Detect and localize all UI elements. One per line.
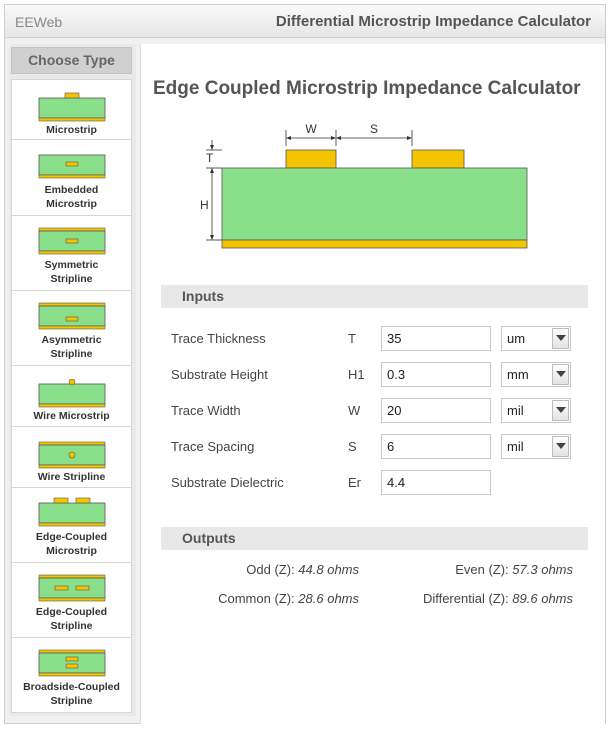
type-item-label: Wire Microstrip <box>33 410 110 422</box>
edge-coupled-stripline-icon <box>38 574 106 602</box>
calculator-panel: Edge Coupled Microstrip Impedance Calcul… <box>140 44 605 724</box>
chevron-down-icon[interactable] <box>552 436 569 457</box>
page-title: Edge Coupled Microstrip Impedance Calcul… <box>153 78 581 99</box>
asymmetric-stripline-icon <box>38 302 106 330</box>
chevron-down-icon[interactable] <box>552 328 569 349</box>
choose-type-header: Choose Type <box>11 47 132 74</box>
common-impedance-value: 28.6 ohms <box>298 591 359 606</box>
h-dimension-label: H <box>200 198 209 212</box>
type-list: Microstrip Embedded Microstrip Symmetric S… <box>11 79 132 713</box>
differential-impedance-output: Differential (Z): 89.6 ohms <box>422 591 573 606</box>
type-item-asymmetric-stripline[interactable]: Asymmetric Stripline <box>11 291 132 366</box>
microstrip-icon <box>38 92 106 122</box>
even-impedance-value: 57.3 ohms <box>512 562 573 577</box>
type-item-label: Broadside-Coupled Stripline <box>23 681 120 707</box>
trace-width-input[interactable] <box>381 398 491 423</box>
wire-stripline-icon <box>38 441 106 469</box>
w-dimension-label: W <box>305 122 317 136</box>
substrate-dielectric-input[interactable] <box>381 470 491 495</box>
s-dimension-label: S <box>370 122 378 136</box>
trace-width-unit-select[interactable]: mil <box>501 398 571 423</box>
broadside-coupled-stripline-icon <box>38 649 106 677</box>
app-header: EEWeb Differential Microstrip Impedance … <box>5 5 605 38</box>
unit-selected-value: mm <box>507 367 529 382</box>
trace-thickness-unit-select[interactable]: um <box>501 326 571 351</box>
unit-selected-value: um <box>507 331 526 346</box>
substrate-height-label: Substrate Height <box>171 367 268 382</box>
unit-selected-value: mil <box>507 439 524 454</box>
substrate-dielectric-symbol: Er <box>348 475 361 490</box>
trace-thickness-input[interactable] <box>381 326 491 351</box>
app-frame: EEWeb Differential Microstrip Impedance … <box>4 4 606 724</box>
outputs-header: Outputs <box>161 527 588 550</box>
unit-selected-value: mil <box>507 403 524 418</box>
trace-spacing-input[interactable] <box>381 434 491 459</box>
type-item-embedded-microstrip[interactable]: Embedded Microstrip <box>11 140 132 216</box>
odd-impedance-value: 44.8 ohms <box>298 562 359 577</box>
type-item-label: Embedded Microstrip <box>44 184 99 210</box>
trace-thickness-symbol: T <box>348 331 356 346</box>
trace-width-label: Trace Width <box>171 403 241 418</box>
embedded-microstrip-icon <box>38 154 106 179</box>
type-item-symmetric-stripline[interactable]: Symmetric Stripline <box>11 216 132 291</box>
type-item-label: Symmetric Stripline <box>44 259 99 285</box>
substrate-dielectric-label: Substrate Dielectric <box>171 475 284 490</box>
trace-width-symbol: W <box>348 403 361 418</box>
type-item-label: Microstrip <box>46 124 97 136</box>
brand-logo: EEWeb <box>15 14 63 30</box>
type-item-label: Edge-Coupled Microstrip <box>35 531 108 557</box>
t-dimension-label: T <box>206 151 214 165</box>
trace-spacing-label: Trace Spacing <box>171 439 255 454</box>
edge-coupled-microstrip-icon <box>38 497 106 527</box>
substrate-height-symbol: H1 <box>348 367 365 382</box>
odd-impedance-output: Odd (Z): 44.8 ohms <box>246 562 359 577</box>
trace-thickness-label: Trace Thickness <box>171 331 266 346</box>
trace-spacing-unit-select[interactable]: mil <box>501 434 571 459</box>
symmetric-stripline-icon <box>38 227 106 255</box>
chevron-down-icon[interactable] <box>552 400 569 421</box>
type-item-wire-stripline[interactable]: Wire Stripline <box>11 427 132 488</box>
type-item-label: Wire Stripline <box>37 471 106 483</box>
type-item-broadside-coupled-stripline[interactable]: Broadside-Coupled Stripline <box>11 638 132 713</box>
even-impedance-output: Even (Z): 57.3 ohms <box>455 562 573 577</box>
type-item-wire-microstrip[interactable]: Wire Microstrip <box>11 366 132 427</box>
type-item-label: Edge-Coupled Stripline <box>35 606 108 632</box>
type-item-edge-coupled-microstrip[interactable]: Edge-Coupled Microstrip <box>11 488 132 563</box>
type-item-label: Asymmetric Stripline <box>41 334 102 360</box>
differential-impedance-value: 89.6 ohms <box>512 591 573 606</box>
wire-microstrip-icon <box>38 378 106 408</box>
common-impedance-output: Common (Z): 28.6 ohms <box>218 591 359 606</box>
app-title: Differential Microstrip Impedance Calcul… <box>275 13 591 30</box>
substrate-height-unit-select[interactable]: mm <box>501 362 571 387</box>
chevron-down-icon[interactable] <box>552 364 569 385</box>
inputs-header: Inputs <box>161 285 588 308</box>
edge-coupled-microstrip-diagram: W S T H <box>200 122 528 249</box>
substrate-height-input[interactable] <box>381 362 491 387</box>
type-sidebar: Choose Type Microstrip Embedded Microstri… <box>9 44 136 716</box>
type-item-microstrip[interactable]: Microstrip <box>11 79 132 140</box>
type-item-edge-coupled-stripline[interactable]: Edge-Coupled Stripline <box>11 563 132 638</box>
trace-spacing-symbol: S <box>348 439 357 454</box>
